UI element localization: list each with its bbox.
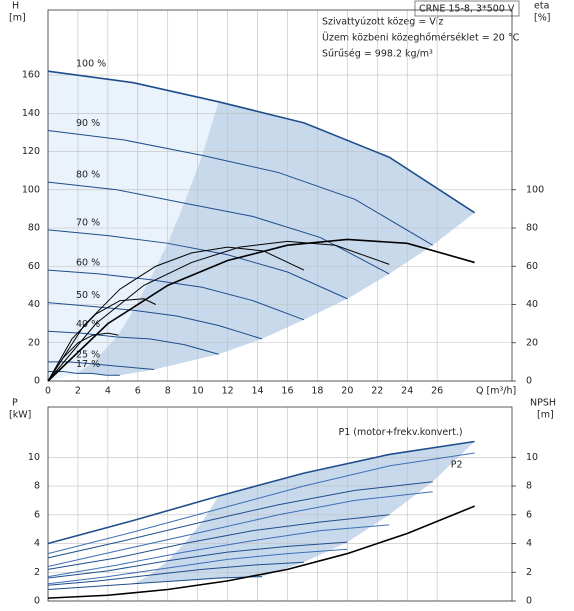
y-tick-label: 0	[34, 596, 40, 607]
info-line: Szivattyúzott közeg = Víz	[322, 17, 443, 28]
series-line	[47, 181, 390, 275]
y-tick-label: 8	[34, 481, 40, 492]
model-box	[414, 0, 520, 17]
y-axis-unit: [m]	[9, 13, 26, 24]
x-tick-label: 26	[431, 386, 443, 397]
operating-area-light	[48, 71, 219, 382]
y2-tick-label: 60	[526, 261, 538, 272]
y-tick-label: 80	[28, 223, 40, 234]
y2-tick-label: 10	[526, 452, 538, 463]
x-tick-label: 16	[281, 386, 293, 397]
y-tick-label: 10	[28, 452, 40, 463]
secondary-line	[47, 298, 156, 382]
y-tick-label: 120	[22, 146, 40, 157]
y-tick-label: 0	[34, 376, 40, 387]
series-label: 50 %	[76, 290, 100, 301]
series-label: P1 (motor+frekv.konvert.)	[338, 427, 462, 438]
series-label: 25 %	[76, 349, 100, 360]
secondary-line	[47, 332, 119, 382]
y-tick-label: 2	[34, 567, 40, 578]
series-label: 40 %	[76, 319, 100, 330]
secondary-line	[47, 240, 390, 382]
y2-tick-label: 4	[526, 538, 532, 549]
y-tick-label: 40	[28, 299, 40, 310]
y-axis-label: P	[12, 398, 18, 409]
series-line	[47, 129, 433, 246]
series-line	[47, 561, 304, 586]
plot-frame	[47, 9, 513, 382]
y2-axis-label: eta	[534, 1, 549, 12]
y-tick-label: 140	[22, 108, 40, 119]
x-tick-label: 2	[75, 386, 81, 397]
series-line	[47, 330, 219, 355]
x-tick-label: 8	[165, 386, 171, 397]
series-label: 70 %	[76, 217, 100, 228]
series-line	[47, 541, 348, 579]
x-tick-label: 20	[341, 386, 353, 397]
y2-tick-label: 40	[526, 299, 538, 310]
series-label: 17 %	[76, 359, 100, 370]
series-line	[47, 576, 263, 591]
secondary-line	[47, 505, 475, 599]
y-tick-label: 6	[34, 509, 40, 520]
x-tick-label: 22	[371, 386, 383, 397]
series-line	[47, 302, 263, 340]
info-line: Üzem közbeni közeghőmérséklet = 20 °C	[322, 33, 520, 44]
y2-tick-label: 20	[526, 337, 538, 348]
y-tick-label: 100	[22, 184, 40, 195]
series-line	[47, 229, 348, 300]
y2-axis-unit: [%]	[534, 13, 550, 24]
y2-axis-label: NPSH	[530, 398, 556, 409]
series-line	[47, 481, 433, 559]
series-line	[47, 70, 476, 214]
series-line	[48, 370, 120, 376]
y2-tick-label: 6	[526, 509, 532, 520]
series-line	[47, 452, 475, 555]
y2-tick-label: 8	[526, 481, 532, 492]
y2-axis-unit: [m]	[537, 410, 554, 421]
y-tick-label: 60	[28, 261, 40, 272]
series-line	[47, 269, 305, 321]
y-axis-unit: [kW]	[9, 410, 31, 421]
series-line	[47, 524, 390, 578]
y2-tick-label: 2	[526, 567, 532, 578]
x-tick-label: 6	[135, 386, 141, 397]
x-tick-label: 24	[401, 386, 413, 397]
secondary-line	[47, 246, 305, 382]
y-tick-label: 160	[22, 70, 40, 81]
secondary-line	[47, 238, 475, 382]
x-tick-label: 10	[192, 386, 204, 397]
series-line	[47, 548, 348, 585]
x-axis-label: Q [m³/h]	[476, 386, 516, 397]
operating-area	[133, 441, 475, 584]
operating-area	[76, 101, 475, 376]
series-label: 80 %	[76, 170, 100, 181]
series-line	[47, 491, 433, 567]
series-line	[47, 440, 475, 545]
series-label: 100 %	[76, 59, 106, 70]
y2-tick-label: 0	[526, 376, 532, 387]
y2-tick-label: 80	[526, 223, 538, 234]
series-label: 90 %	[76, 118, 100, 129]
x-tick-label: 18	[311, 386, 323, 397]
y-axis-label: H	[12, 1, 19, 12]
x-tick-label: 4	[105, 386, 111, 397]
series-line	[47, 514, 390, 570]
y-tick-label: 20	[28, 337, 40, 348]
x-tick-label: 0	[45, 386, 51, 397]
y2-tick-label: 100	[526, 184, 544, 195]
y2-tick-label: 0	[526, 596, 532, 607]
x-tick-label: 12	[222, 386, 234, 397]
series-label: P2	[451, 459, 463, 470]
model: CRNE 15-8, 3*500 V	[419, 4, 515, 15]
y-tick-label: 4	[34, 538, 40, 549]
series-line	[48, 361, 155, 371]
x-tick-label: 14	[252, 386, 264, 397]
series-label: 60 %	[76, 258, 100, 269]
plot-frame	[47, 406, 513, 602]
